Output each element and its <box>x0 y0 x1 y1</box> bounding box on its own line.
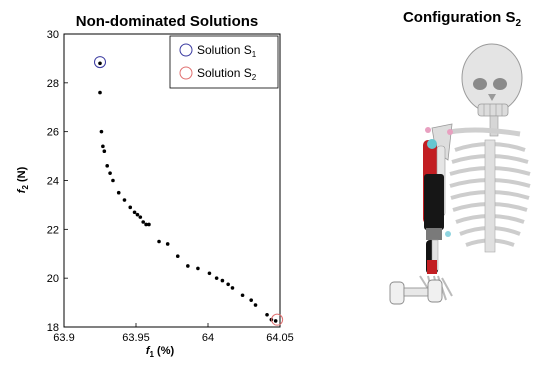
data-point <box>157 239 161 244</box>
data-point <box>226 282 230 287</box>
y-axis-ticks: 18 20 22 24 26 28 30 <box>47 29 68 334</box>
data-point <box>138 215 143 219</box>
x-axis-ticks: 63.9 63.95 64 64.05 <box>53 323 294 344</box>
data-point <box>105 164 109 168</box>
highlight-s1 <box>94 56 106 69</box>
x-tick-label: 64 <box>202 332 214 344</box>
legend-marker-s2 <box>179 66 193 80</box>
data-point <box>132 210 137 215</box>
data-point <box>98 61 102 66</box>
sternum <box>484 139 496 253</box>
data-point <box>253 303 258 307</box>
data-point <box>165 242 170 246</box>
neck <box>489 115 499 137</box>
data-point <box>122 198 127 202</box>
exosuit-module <box>424 174 444 230</box>
data-point <box>102 149 107 153</box>
chart-title: Non-dominated Solutions <box>76 13 258 30</box>
data-point <box>108 171 112 175</box>
data-point <box>144 222 148 227</box>
data-point <box>196 266 200 271</box>
data-point <box>273 319 278 323</box>
skull <box>461 43 523 117</box>
y-tick-label: 28 <box>47 78 59 90</box>
data-point <box>147 222 151 227</box>
data-points <box>98 61 278 323</box>
dumbbell <box>389 279 443 305</box>
x-tick-label: 63.95 <box>122 332 150 344</box>
data-point <box>135 212 140 217</box>
data-point <box>220 278 225 283</box>
legend-marker-s1 <box>179 43 193 57</box>
skeleton-illustration <box>389 43 531 305</box>
data-point <box>99 129 104 134</box>
highlighted-solutions <box>94 56 284 326</box>
x-tick-label: 63.9 <box>53 332 74 344</box>
elbow-joint <box>426 228 442 240</box>
data-point <box>175 254 180 258</box>
data-point <box>128 205 133 210</box>
elbow-marker <box>445 231 451 237</box>
highlight-s2 <box>271 313 284 326</box>
data-point <box>98 90 102 95</box>
legend-entry-s1: Solution S1 <box>197 43 257 59</box>
data-point <box>116 190 121 195</box>
data-point <box>230 286 235 290</box>
y-tick-label: 30 <box>47 29 59 41</box>
y-tick-label: 18 <box>47 322 59 334</box>
data-point <box>186 264 190 268</box>
data-point <box>240 293 245 298</box>
x-axis-label: f1 (%) <box>146 345 175 359</box>
y-axis-label: f2 (N) <box>16 166 30 193</box>
x-tick-label: 64.05 <box>266 332 294 344</box>
data-point <box>249 298 253 302</box>
panel-title: Configuration S2 <box>403 9 522 29</box>
legend-entry-s2: Solution S2 <box>197 66 257 82</box>
data-point <box>214 276 219 280</box>
data-point <box>141 220 145 224</box>
y-tick-label: 22 <box>47 224 59 236</box>
forearm <box>426 239 439 274</box>
y-tick-label: 20 <box>47 273 59 285</box>
data-point <box>111 178 115 183</box>
y-tick-label: 26 <box>47 127 59 139</box>
data-point <box>101 144 105 149</box>
legend: Solution S1 Solution S2 <box>169 35 279 89</box>
y-tick-label: 24 <box>47 176 59 188</box>
data-point <box>265 312 269 317</box>
data-point <box>207 271 212 276</box>
